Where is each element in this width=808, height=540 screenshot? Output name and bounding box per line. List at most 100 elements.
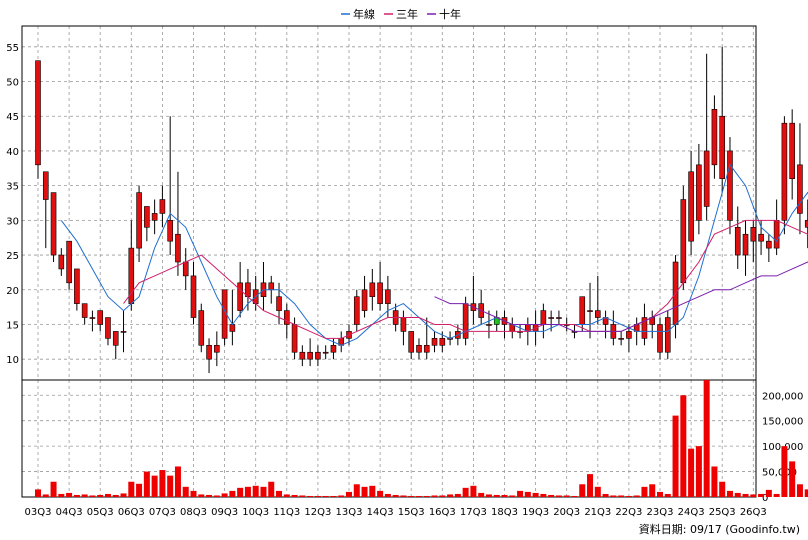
x-tick-label: 06Q3 xyxy=(118,507,145,518)
volume-bar xyxy=(346,491,352,497)
volume-bar xyxy=(509,495,516,497)
candle-body-up xyxy=(291,324,298,353)
x-tick-label: 18Q3 xyxy=(491,507,518,518)
volume-bar xyxy=(789,461,796,497)
volume-bar xyxy=(260,486,267,497)
candle-body-up xyxy=(206,344,212,360)
volume-bar xyxy=(796,484,803,497)
candle-body-up xyxy=(81,303,88,318)
candlestick xyxy=(89,310,96,332)
volume-bar xyxy=(384,493,391,497)
volume-bar xyxy=(703,380,710,497)
volume-bar xyxy=(750,494,757,497)
candle-body-up xyxy=(237,282,243,311)
volume-bar xyxy=(478,492,485,497)
candle-body-up xyxy=(773,220,780,249)
candle-body-up xyxy=(229,324,236,332)
candlestick xyxy=(229,289,236,346)
volume-bar xyxy=(81,494,88,497)
volume-bar xyxy=(649,484,656,497)
volume-bar xyxy=(307,495,314,497)
candlestick xyxy=(353,289,360,332)
x-tick-label: 17Q3 xyxy=(460,507,487,518)
candle-body-up xyxy=(719,115,726,180)
candlestick xyxy=(112,331,119,360)
volume-bar xyxy=(594,486,601,497)
volume-bar xyxy=(548,494,555,497)
volume-bar xyxy=(392,494,399,497)
candle-body-up xyxy=(680,199,687,284)
candlestick xyxy=(773,199,780,256)
candlesticks xyxy=(35,46,808,374)
candlestick xyxy=(602,310,609,339)
volume-bar xyxy=(431,495,438,497)
candle-body-up xyxy=(789,122,795,180)
candle-body-up xyxy=(330,344,337,353)
candle-body-up xyxy=(587,310,593,312)
candle-body-up xyxy=(727,150,733,221)
candle-body-up xyxy=(579,296,586,325)
series-line-10year xyxy=(434,261,808,332)
x-tick-label: 14Q3 xyxy=(367,507,394,518)
volume-bar xyxy=(423,495,430,497)
volume-bar xyxy=(532,492,539,497)
price-tick-label: 20 xyxy=(6,286,19,297)
candlestick xyxy=(190,262,197,325)
candlestick xyxy=(159,185,166,228)
candlestick xyxy=(626,324,632,353)
candle-body-up xyxy=(758,233,764,242)
candle-body-up xyxy=(50,192,57,256)
candle-body-up xyxy=(74,268,80,304)
candlestick xyxy=(493,310,500,332)
candle-body-up xyxy=(626,331,632,339)
volume-bar xyxy=(680,395,687,497)
candle-body-up xyxy=(703,150,710,207)
volume-bar xyxy=(50,481,57,497)
candle-body-up xyxy=(750,226,757,242)
candlestick xyxy=(734,206,741,269)
candlestick xyxy=(206,338,212,374)
candle-body-up xyxy=(369,282,376,298)
volume-bar xyxy=(734,492,741,497)
candlestick xyxy=(618,331,624,346)
candle-body-up xyxy=(664,317,671,353)
candlestick xyxy=(120,310,127,353)
candlestick xyxy=(416,338,422,360)
candlestick xyxy=(703,53,710,221)
candlestick xyxy=(35,60,41,179)
volume-bar xyxy=(369,485,376,497)
volume-bar xyxy=(447,494,454,497)
candlestick xyxy=(758,220,764,256)
x-tick-label: 09Q3 xyxy=(211,507,238,518)
candle-body-up xyxy=(175,233,181,263)
candlestick xyxy=(719,46,726,193)
candlestick xyxy=(175,171,181,276)
price-tick-label: 45 xyxy=(6,112,19,123)
candle-body-up xyxy=(548,317,554,319)
axes: 10152025303540455055050,000100,000150,00… xyxy=(6,25,803,518)
candlestick xyxy=(540,303,547,339)
candlestick xyxy=(214,331,220,367)
candlestick xyxy=(377,262,383,311)
price-tick-label: 50 xyxy=(6,78,19,89)
volume-bar xyxy=(338,495,345,497)
candlestick xyxy=(105,317,111,346)
candlestick xyxy=(750,220,757,262)
candlestick xyxy=(501,310,508,339)
candlestick xyxy=(74,268,80,311)
candlestick xyxy=(167,116,173,256)
price-tick-label: 15 xyxy=(6,320,19,331)
candlestick xyxy=(711,95,718,179)
candlestick xyxy=(42,171,49,249)
candle-body-up xyxy=(377,282,383,304)
volume-bar xyxy=(221,493,228,497)
volume-bar xyxy=(571,495,578,497)
candle-body-up xyxy=(299,351,306,360)
x-tick-label: 11Q3 xyxy=(273,507,300,518)
volume-bar xyxy=(58,493,65,497)
x-tick-label: 12Q3 xyxy=(304,507,331,518)
volume-bar xyxy=(120,493,127,497)
volume-bar xyxy=(198,494,205,497)
candle-body-up xyxy=(556,317,562,319)
x-tick-label: 23Q3 xyxy=(647,507,674,518)
